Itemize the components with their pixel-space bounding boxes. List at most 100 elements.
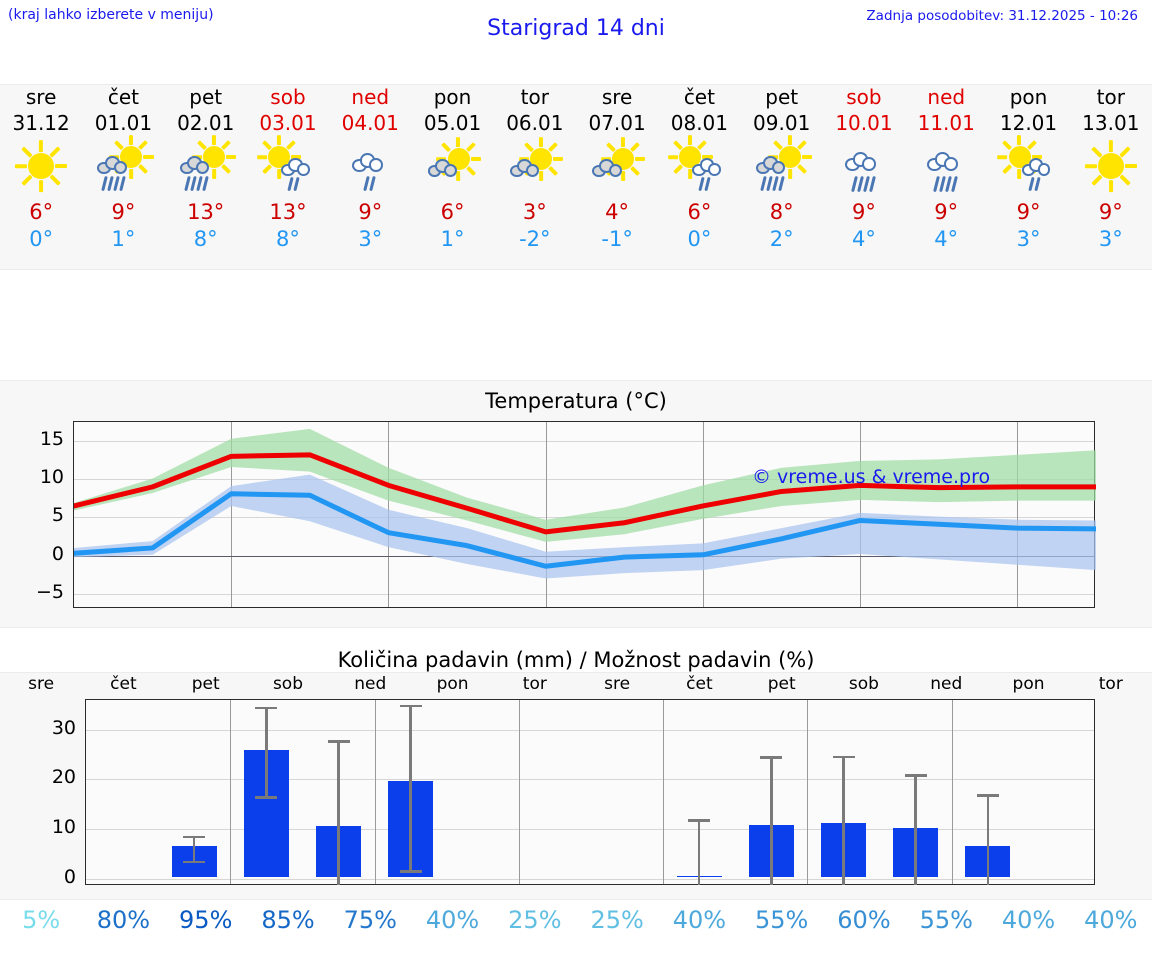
day-high-temp: 9°: [111, 200, 136, 224]
temp-gridline: [74, 593, 1094, 595]
sun-ray: [138, 163, 149, 175]
day-column-10[interactable]: sob 10.01 9° 4°: [823, 85, 905, 269]
sun-ray: [1108, 140, 1113, 152]
sun-disc: [267, 146, 290, 168]
temperature-plot-area: 15 10 5 0 −5: [36, 421, 1096, 608]
sun-ray: [621, 136, 626, 147]
precip-day-label-6: tor: [522, 674, 547, 694]
rain-drop: [287, 176, 294, 192]
precipitation-day-labels: sre čet pet sob ned pon tor sre čet pet sob ned pon t…: [0, 674, 1152, 698]
temp-y-tick-label: 5: [51, 504, 64, 527]
weather-icon-cloud-lightrain: [331, 139, 409, 197]
day-low-temp: 4°: [852, 227, 876, 251]
location-menu-note[interactable]: (kraj lahko izberete v meniju): [8, 7, 214, 23]
sun-ray: [801, 154, 812, 160]
temp-vgridline: [231, 422, 233, 607]
day-column-1[interactable]: čet 01.01 9° 1°: [82, 85, 164, 269]
precip-error-bar: [265, 706, 268, 797]
precip-vgridline: [230, 700, 232, 884]
precip-day-label-10: sob: [848, 674, 879, 694]
precip-error-cap-top: [183, 835, 206, 839]
page-header: (kraj lahko izberete v meniju) Starigrad…: [0, 0, 1152, 62]
sun-ray: [49, 174, 61, 186]
sun-ray: [796, 163, 807, 175]
precip-vgridline: [518, 700, 520, 884]
precip-error-cap-top: [327, 740, 350, 743]
day-column-9[interactable]: pet 09.01 8° 2°: [741, 85, 823, 269]
day-column-8[interactable]: čet 08.01 6° 0°: [658, 85, 740, 269]
sun-ray: [1124, 163, 1137, 169]
day-name: čet: [683, 85, 715, 109]
day-column-11[interactable]: ned 11.01 9° 4°: [905, 85, 987, 269]
weather-icon-cloud-rain: [825, 139, 903, 197]
weather-icon-sun-cloud-rain: [84, 134, 162, 197]
day-column-12[interactable]: pon 12.01 9° 3°: [987, 85, 1069, 269]
sun-ray: [547, 141, 558, 152]
daily-forecast-strip: sre 31.12 6° 0° čet 01.01 9° 1° pet 02.01 13° 8° sob…: [0, 84, 1152, 270]
day-high-temp: 6°: [29, 200, 54, 224]
sun-ray: [697, 139, 708, 150]
day-high-temp: 9°: [934, 200, 959, 224]
sun-disc: [778, 146, 801, 168]
sun-ray: [605, 141, 617, 152]
day-name: ned: [351, 85, 390, 109]
day-column-2[interactable]: pet 02.01 13° 8°: [165, 85, 247, 269]
precip-error-cap-top: [832, 755, 855, 759]
day-column-5[interactable]: pon 05.01 6° 1°: [411, 85, 493, 269]
sun-ray: [39, 140, 44, 152]
day-low-temp: 2°: [769, 227, 794, 251]
sun-ray: [465, 141, 476, 152]
precip-probability-9: 55%: [755, 906, 809, 934]
sun-ray: [538, 170, 543, 182]
day-low-temp: 1°: [440, 227, 465, 251]
day-name: ned: [927, 85, 966, 109]
day-low-temp: 3°: [1016, 227, 1041, 251]
day-high-temp: 13°: [269, 200, 307, 224]
temperature-chart-title: Temperatura (°C): [485, 389, 667, 413]
day-column-6[interactable]: tor 06.01 3° -2°: [494, 85, 576, 269]
day-column-4[interactable]: ned 04.01 9° 3°: [329, 85, 411, 269]
day-low-temp: -1°: [601, 227, 633, 251]
sun-ray: [702, 154, 713, 160]
day-column-7[interactable]: sre 07.01 4° -1°: [576, 85, 658, 269]
sun-ray: [49, 146, 61, 158]
day-column-3[interactable]: sob 03.01 13° 8°: [247, 85, 329, 269]
sun-ray: [261, 163, 272, 175]
sun-ray: [1108, 179, 1113, 192]
temp-y-tick-label: −5: [35, 580, 64, 603]
precipitation-chart-title: Količina padavin (mm) / Možnost padavin …: [337, 648, 815, 672]
precip-error-bar: [409, 704, 412, 871]
day-name: tor: [520, 85, 549, 109]
weather-icon-sun-cloud: [496, 136, 574, 197]
day-name: sre: [25, 85, 57, 109]
sun-ray: [787, 134, 792, 145]
day-column-0[interactable]: sre 31.12 6° 0°: [0, 85, 82, 269]
page-title: Starigrad 14 dni: [487, 16, 665, 41]
precip-error-bar: [337, 740, 340, 885]
sun-ray: [129, 168, 134, 180]
precip-error-bar: [914, 774, 917, 885]
precip-vgridline: [663, 700, 665, 884]
day-date: 02.01: [177, 111, 235, 135]
day-name: pet: [765, 85, 799, 109]
sun-ray: [621, 170, 626, 182]
rain-drop: [777, 175, 785, 192]
precip-error-cap-bottom: [255, 796, 278, 799]
day-low-temp: 0°: [687, 227, 712, 251]
sun-ray: [772, 139, 783, 150]
precip-vgridline: [374, 700, 376, 884]
rain-drop: [201, 175, 209, 192]
sun-ray: [285, 139, 297, 150]
day-column-13[interactable]: tor 13.01 9° 3°: [1070, 85, 1152, 269]
day-date: 03.01: [259, 111, 317, 135]
day-name: čet: [107, 85, 139, 109]
precip-day-label-7: sre: [604, 674, 631, 694]
rain-drop: [951, 175, 958, 193]
precip-probability-10: 60%: [837, 906, 891, 934]
weather-icon-sunny: [1072, 139, 1150, 197]
precip-probability-5: 40%: [425, 906, 480, 934]
sun-ray: [15, 163, 28, 169]
precipitation-plot-area: 30 20 10 0: [52, 699, 1095, 888]
precip-y-tick-label: 10: [51, 815, 76, 838]
sun-ray: [220, 163, 231, 175]
